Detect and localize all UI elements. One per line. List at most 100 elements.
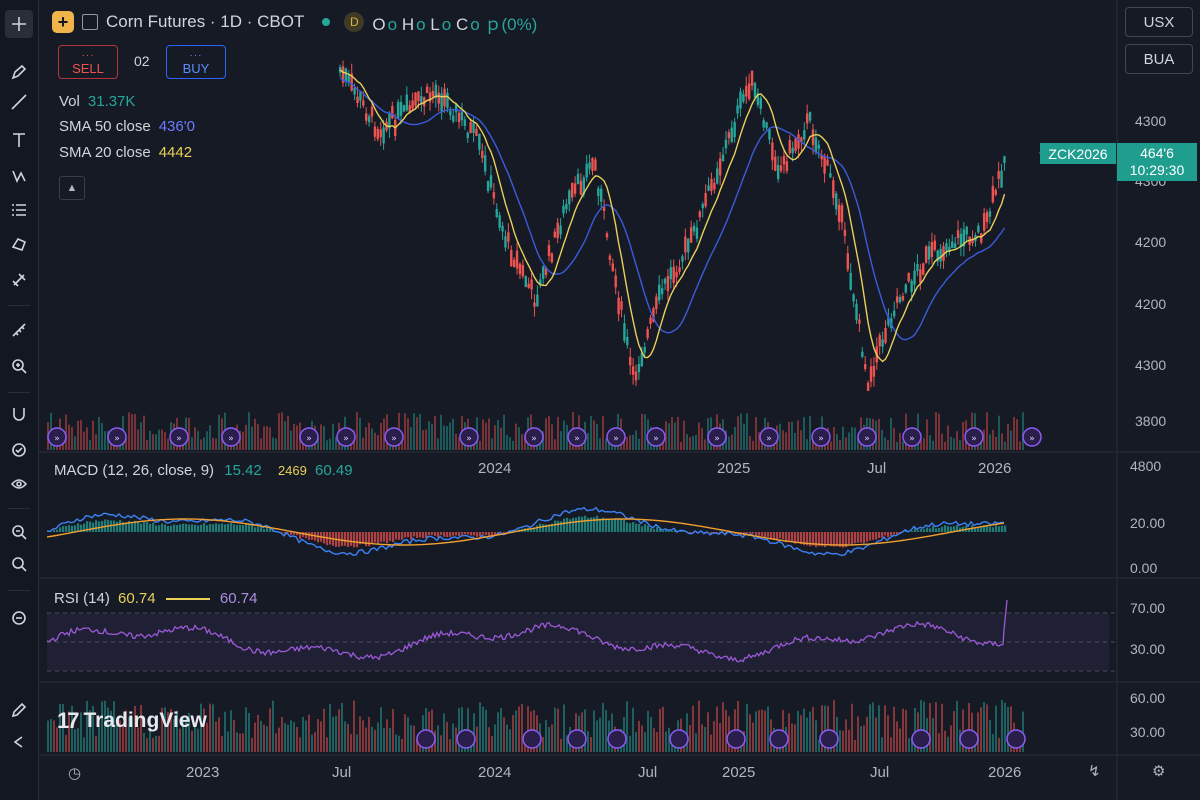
candle-body bbox=[927, 246, 931, 260]
volume-bar bbox=[92, 705, 94, 752]
sell-button[interactable]: ··· SELL bbox=[58, 45, 118, 79]
zoom-out-icon[interactable] bbox=[5, 518, 33, 546]
macd-histogram-bar bbox=[638, 523, 641, 532]
event-badge-icon bbox=[1022, 427, 1042, 447]
path-icon[interactable] bbox=[5, 162, 33, 190]
buy-button[interactable]: ··· BUY bbox=[166, 45, 226, 79]
settings-gear-icon[interactable]: ⚙ bbox=[1152, 763, 1166, 780]
magnet-icon[interactable] bbox=[5, 400, 33, 428]
list-icon[interactable] bbox=[5, 196, 33, 224]
candle-body bbox=[457, 112, 461, 123]
candle-body bbox=[785, 161, 789, 172]
unit-selector[interactable]: BUA bbox=[1125, 44, 1193, 74]
chart-area[interactable]: » » » » » » » » » » » » » » » » » » » bbox=[39, 0, 1200, 800]
candle-body bbox=[730, 127, 733, 142]
macd-histogram-bar bbox=[272, 530, 275, 532]
macd-histogram-bar bbox=[350, 532, 353, 546]
macd-histogram-bar bbox=[269, 528, 272, 532]
event-badge-icon bbox=[336, 427, 356, 447]
macd-histogram-bar bbox=[362, 532, 365, 544]
volume-bar bbox=[308, 714, 310, 752]
candle-body bbox=[658, 284, 661, 301]
volume-bar bbox=[440, 735, 442, 752]
volume-bar bbox=[146, 440, 148, 450]
document-icon[interactable] bbox=[82, 14, 98, 30]
volume-bar bbox=[65, 734, 67, 752]
zoom-in-icon[interactable] bbox=[5, 352, 33, 380]
volume-bar bbox=[929, 435, 931, 450]
candle-body bbox=[605, 233, 609, 238]
candle-body bbox=[776, 165, 780, 180]
brush-icon[interactable] bbox=[5, 696, 33, 724]
volume-bar bbox=[176, 710, 178, 752]
macd-histogram-bar bbox=[227, 523, 230, 532]
trendline-icon[interactable] bbox=[5, 88, 33, 116]
candle-body bbox=[988, 211, 992, 217]
reset-icon[interactable] bbox=[5, 604, 33, 632]
candle-body bbox=[582, 177, 585, 195]
macd-histogram-bar bbox=[185, 523, 188, 532]
event-badge-icon bbox=[606, 427, 626, 447]
candle-body bbox=[475, 128, 478, 136]
pencil-icon[interactable] bbox=[5, 58, 33, 86]
event-badge-glyph: » bbox=[228, 434, 234, 444]
volume-bar bbox=[758, 710, 760, 752]
back-icon[interactable] bbox=[5, 728, 33, 756]
legend-sma20[interactable]: SMA 20 close 4442 bbox=[59, 144, 193, 161]
macd-histogram-bar bbox=[365, 532, 368, 547]
macd-histogram-bar bbox=[218, 524, 221, 532]
crosshair-icon[interactable] bbox=[5, 10, 33, 38]
currency-selector[interactable]: USX bbox=[1125, 7, 1193, 37]
macd-histogram-bar bbox=[992, 527, 995, 532]
volume-bar bbox=[104, 700, 106, 752]
candle-body bbox=[640, 352, 644, 367]
ruler-icon[interactable] bbox=[5, 316, 33, 344]
legend-sma50[interactable]: SMA 50 close 436'0 bbox=[59, 118, 195, 135]
candle-body bbox=[817, 144, 820, 149]
symbol-title[interactable]: Corn Futures · 1D · CBOT bbox=[106, 12, 305, 31]
text-icon[interactable] bbox=[5, 126, 33, 154]
search-icon[interactable] bbox=[5, 550, 33, 578]
legend-volume[interactable]: Vol 31.37K bbox=[59, 93, 136, 110]
macd-histogram-bar bbox=[161, 523, 164, 532]
candle-body bbox=[362, 100, 365, 106]
shape-icon[interactable] bbox=[5, 230, 33, 258]
chart-svg[interactable]: » » » » » » » » » » » » » » » » » » » bbox=[39, 0, 1200, 800]
candle-body bbox=[495, 209, 498, 217]
volume-bar bbox=[518, 706, 520, 752]
macd-axis-label: 20.00 bbox=[1130, 515, 1166, 531]
lock-check-icon[interactable] bbox=[5, 436, 33, 464]
rsi-legend[interactable]: RSI (14) 60.74 60.74 bbox=[54, 590, 258, 607]
macd-histogram-bar bbox=[836, 532, 839, 547]
auto-scale-icon[interactable]: ↯ bbox=[1088, 763, 1101, 780]
volume-bar bbox=[953, 438, 955, 450]
volume-bar bbox=[287, 724, 289, 752]
eye-icon[interactable] bbox=[5, 470, 33, 498]
macd-histogram-bar bbox=[560, 521, 563, 532]
volume-bar bbox=[353, 700, 355, 752]
volume-bar bbox=[698, 422, 700, 450]
volume-bar bbox=[74, 729, 76, 752]
candle-body bbox=[840, 205, 844, 223]
event-badge-glyph: » bbox=[653, 434, 659, 444]
magnet-link-icon[interactable] bbox=[5, 266, 33, 294]
macd-legend[interactable]: MACD (12, 26, close, 9) 15.42 2469 60.49 bbox=[54, 462, 353, 479]
volume-bar bbox=[185, 718, 187, 752]
macd-histogram-bar bbox=[983, 525, 986, 532]
candle-body bbox=[971, 238, 974, 244]
candle-body bbox=[631, 366, 635, 375]
volume-bar bbox=[191, 437, 193, 450]
candle-body bbox=[373, 126, 377, 137]
macd-histogram-bar bbox=[611, 518, 614, 532]
collapse-legend-button[interactable]: ▲ bbox=[59, 176, 85, 200]
candle-body bbox=[579, 180, 583, 195]
volume-bar bbox=[191, 730, 193, 752]
macd-histogram-bar bbox=[305, 532, 308, 539]
candle-body bbox=[452, 115, 455, 122]
volume-bar bbox=[959, 440, 961, 450]
price-axis-label: 4300 bbox=[1135, 113, 1167, 129]
plus-icon[interactable]: + bbox=[52, 11, 74, 33]
clock-icon[interactable]: ◷ bbox=[68, 765, 82, 782]
volume-bar bbox=[311, 734, 313, 752]
volume-bar bbox=[629, 735, 631, 752]
